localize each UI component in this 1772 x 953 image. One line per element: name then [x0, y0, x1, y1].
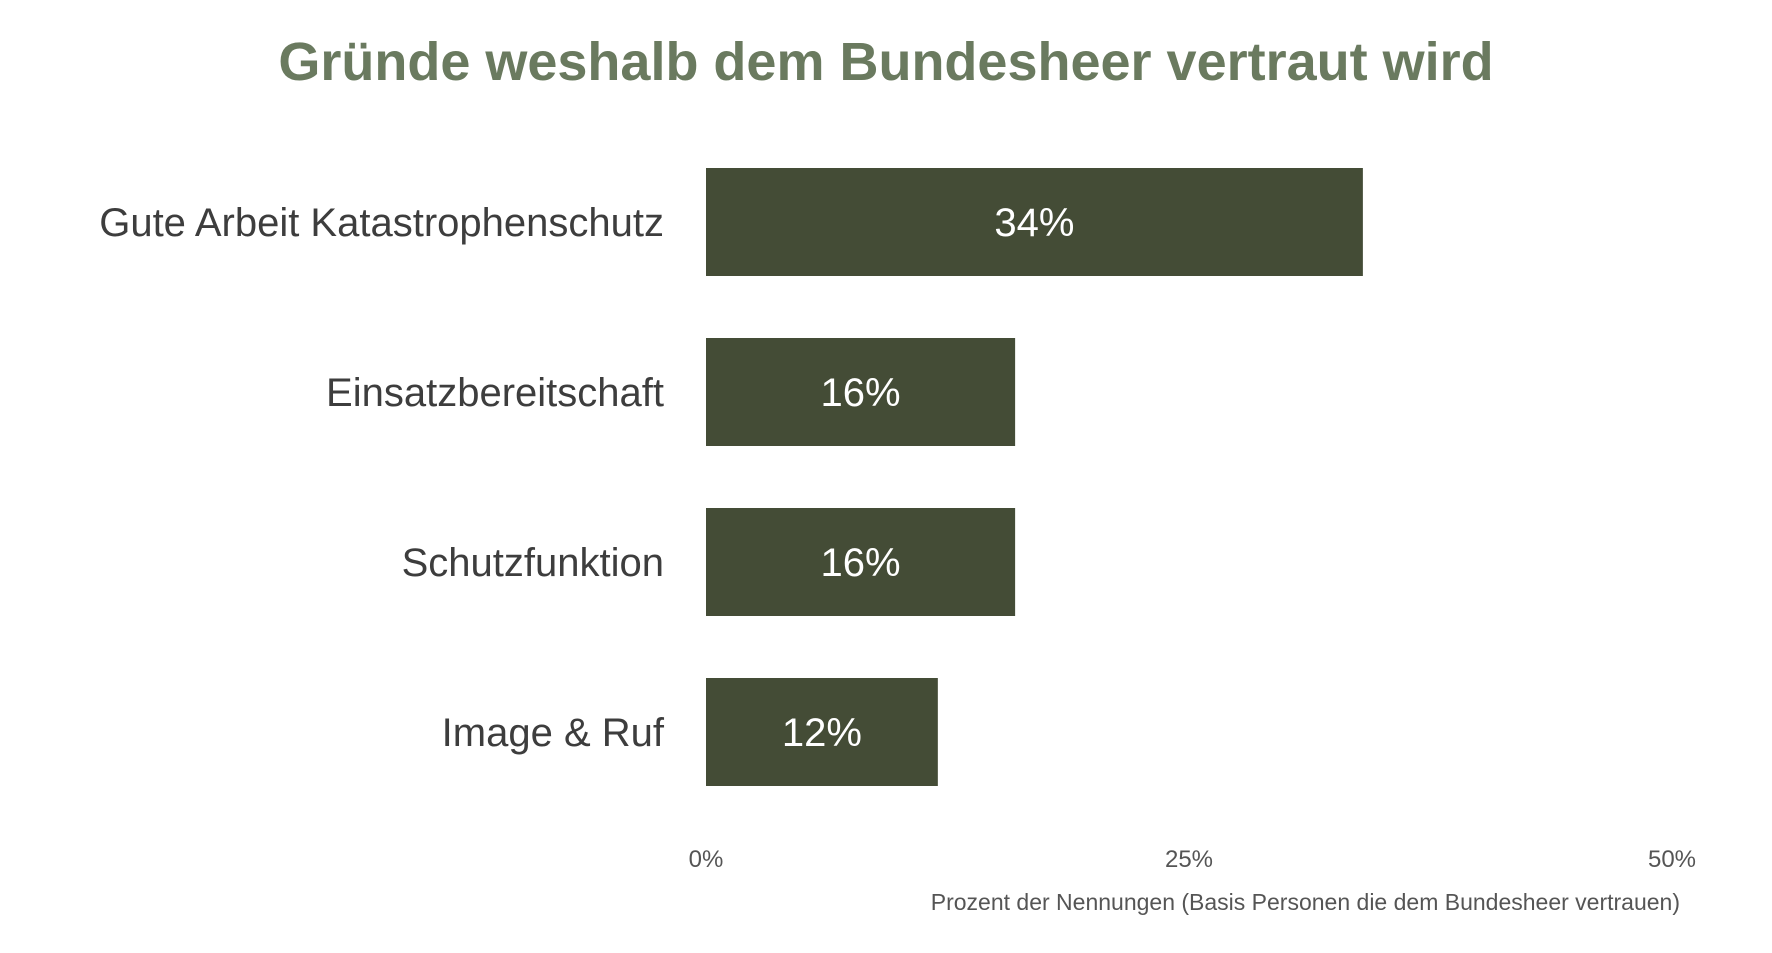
bar	[706, 508, 1016, 616]
bars-group: Gute Arbeit Katastrophenschutz 34% Einsatz…	[99, 168, 1363, 786]
category-label: Schutzfunktion	[402, 541, 664, 585]
bar	[706, 338, 1016, 446]
x-tick-label: 25%	[1165, 846, 1213, 873]
data-label: 16%	[821, 371, 901, 415]
bar	[706, 678, 938, 786]
bar	[706, 168, 1363, 276]
chart-title: Gründe weshalb dem Bundesheer vertraut w…	[278, 32, 1493, 92]
data-label: 34%	[994, 201, 1074, 245]
data-label: 16%	[821, 541, 901, 585]
x-tick-label: 0%	[689, 846, 724, 873]
category-label: Gute Arbeit Katastrophenschutz	[99, 201, 664, 245]
x-axis-ticks: 0% 25% 50%	[689, 846, 1696, 873]
data-label: 12%	[782, 711, 862, 755]
x-axis-title: Prozent der Nennungen (Basis Personen di…	[931, 889, 1680, 915]
category-label: Image & Ruf	[442, 711, 665, 755]
x-tick-label: 50%	[1648, 846, 1696, 873]
category-label: Einsatzbereitschaft	[326, 371, 664, 415]
